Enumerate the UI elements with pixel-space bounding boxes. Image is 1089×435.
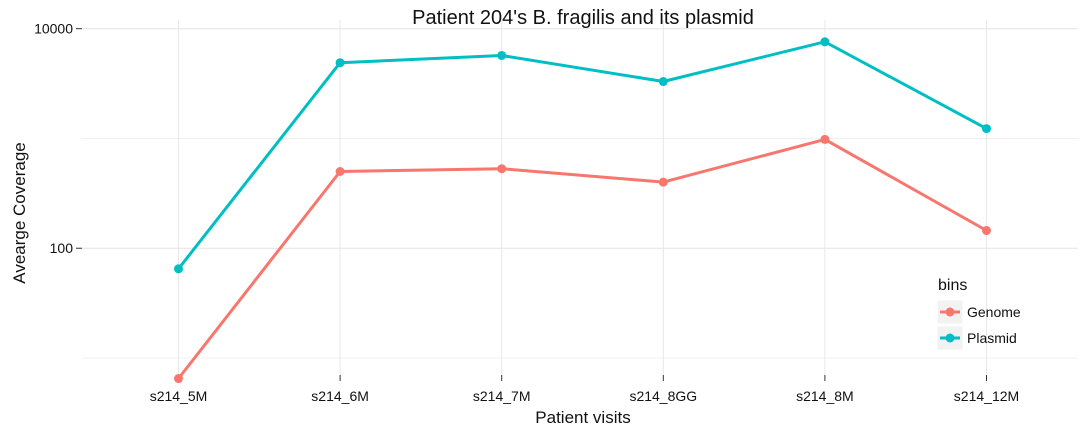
data-point-plasmid	[658, 77, 668, 87]
legend-swatch-point-plasmid	[945, 333, 955, 343]
x-tick-label: s214_7M	[473, 388, 531, 404]
x-tick-label: s214_12M	[954, 388, 1019, 404]
data-point-genome	[982, 226, 991, 236]
series-line-plasmid	[177, 40, 988, 271]
y-tick-label: 10000	[34, 21, 73, 37]
legend: bins Genome Plasmid	[936, 277, 1021, 351]
legend-swatch-point-genome	[945, 307, 955, 317]
data-point-plasmid	[174, 264, 183, 274]
series-line-genome	[177, 137, 988, 380]
y-axis-title: Avearge Coverage	[10, 142, 29, 283]
chart-title: Patient 204's B. fragilis and its plasmi…	[412, 7, 754, 29]
legend-label-genome: Genome	[967, 304, 1021, 320]
x-axis-title: Patient visits	[535, 408, 630, 427]
x-tick-label: s214_8M	[796, 388, 854, 404]
y-tick-label: 100	[50, 240, 74, 256]
data-point-plasmid	[497, 50, 507, 60]
legend-title: bins	[938, 277, 967, 294]
data-point-plasmid	[820, 37, 830, 47]
data-point-plasmid	[335, 58, 345, 68]
series-layer	[174, 37, 991, 384]
data-point-genome	[174, 374, 183, 384]
data-point-genome	[335, 167, 345, 177]
axes: 100 10000 s214_5M s214_6M s214_7M s214_8GG s21…	[34, 21, 1019, 404]
data-point-genome	[658, 177, 668, 187]
x-tick-label: s214_5M	[150, 388, 208, 404]
data-point-plasmid	[982, 124, 991, 134]
grid	[82, 20, 1078, 375]
data-point-genome	[497, 164, 507, 174]
x-tick-label: s214_8GG	[629, 388, 697, 404]
legend-label-plasmid: Plasmid	[967, 330, 1017, 346]
data-point-genome	[820, 134, 830, 144]
x-tick-label: s214_6M	[311, 388, 369, 404]
